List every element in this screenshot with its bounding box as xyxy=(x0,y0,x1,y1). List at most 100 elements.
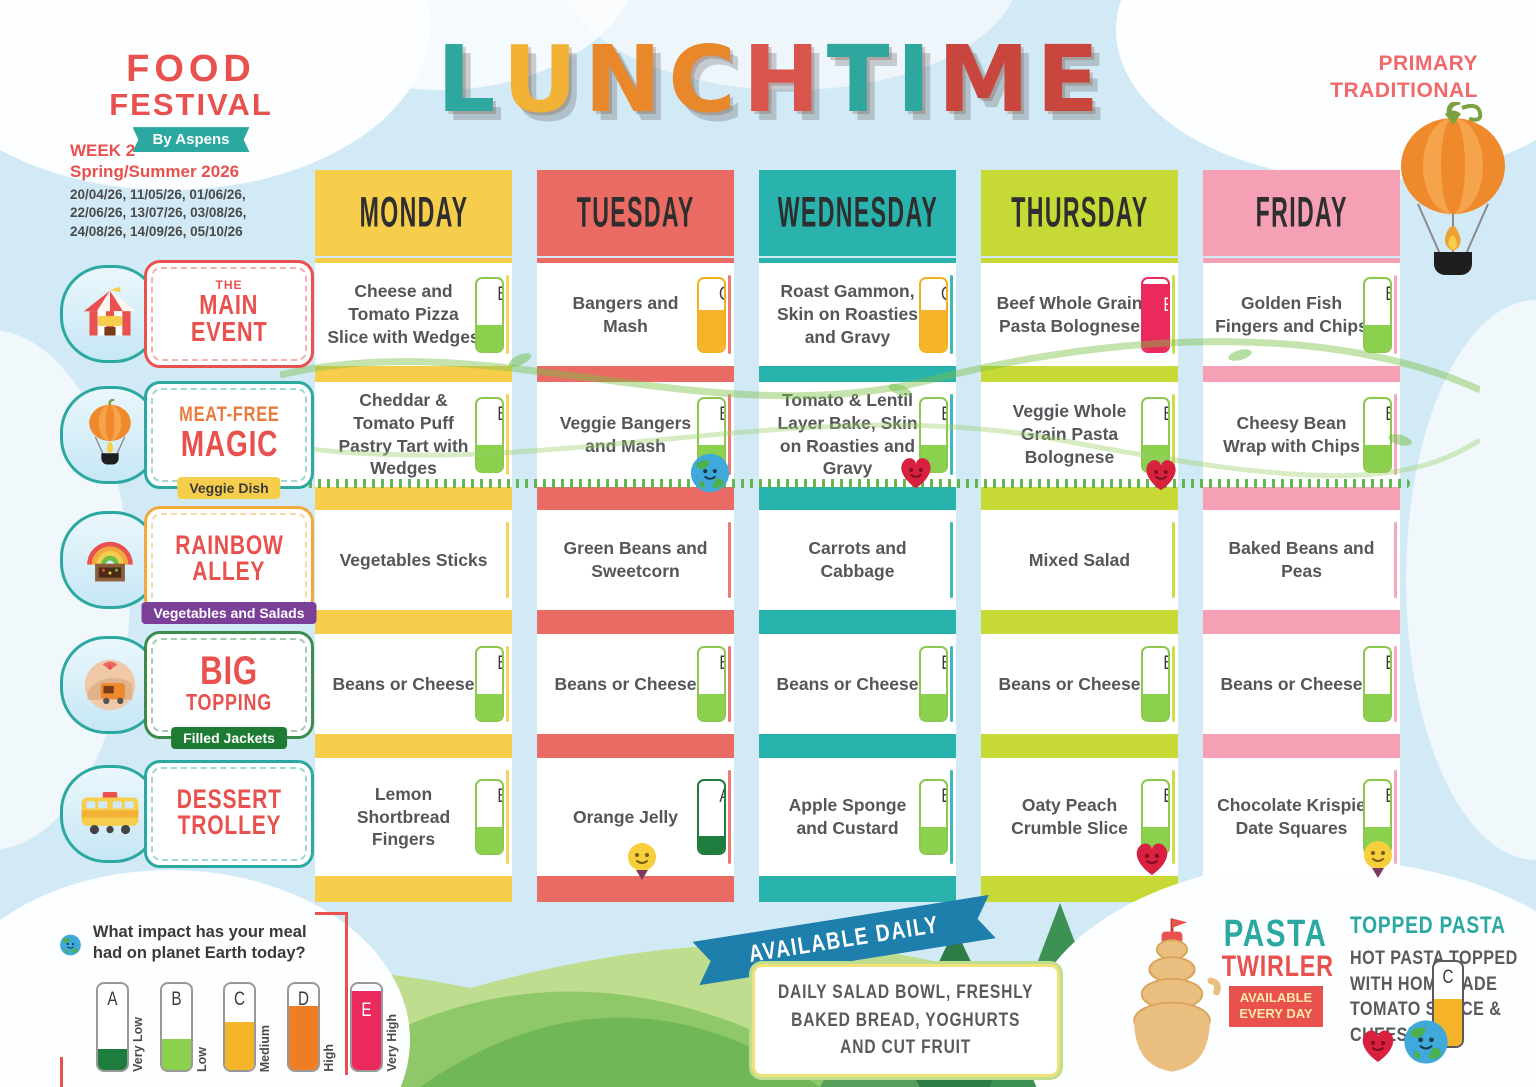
column-accent-line xyxy=(506,646,509,722)
pasta-name-line1: PASTA xyxy=(1224,913,1328,955)
category-dessert-trolley: DESSERT TROLLEY xyxy=(60,752,314,876)
category-title-line1: RAINBOW xyxy=(174,529,284,560)
column-accent-line xyxy=(728,394,731,475)
week-label: WEEK 2 xyxy=(70,141,136,160)
topped-pasta-heading: TOPPED PASTA xyxy=(1350,912,1506,939)
legend-item-label: Very High xyxy=(385,1014,399,1072)
available-daily-box: DAILY SALAD BOWL, FRESHLY BAKED BREAD, Y… xyxy=(752,964,1060,1077)
legend-bracket-decoration xyxy=(315,912,348,1075)
category-pre-title: THE xyxy=(215,277,243,292)
available-daily-description: DAILY SALAD BOWL, FRESHLY BAKED BREAD, Y… xyxy=(778,982,1034,1059)
menu-cell: Oaty Peach Crumble Slice B xyxy=(981,758,1178,876)
menu-cell: Veggie Bangers and MashB xyxy=(537,382,734,487)
dish-name: Veggie Bangers and Mash xyxy=(559,412,692,456)
category-tag: Veggie Dish xyxy=(177,477,281,499)
column-accent-line xyxy=(728,770,731,864)
eco-grade-badge: B xyxy=(919,646,948,722)
eco-grade-badge: B xyxy=(475,646,504,722)
legend-question-row: What impact has your meal had on planet … xyxy=(58,922,326,968)
eco-grade-badge: B xyxy=(1363,276,1392,353)
dessert-tram-icon xyxy=(81,792,139,835)
beach-food-truck-icon xyxy=(84,659,136,711)
category-tag: Vegetables and Salads xyxy=(141,602,317,624)
menu-cell: Baked Beans and Peas xyxy=(1203,510,1400,610)
dish-name: Veggie Whole Grain Pasta Bolognese xyxy=(1012,401,1127,467)
heart-character-icon xyxy=(1362,1030,1394,1062)
sprout-border-decoration xyxy=(300,479,1410,488)
dish-name: Cheesy Bean Wrap with Chips xyxy=(1223,412,1360,456)
week-dates: 20/04/26, 11/05/26, 01/06/26, 22/06/26, … xyxy=(70,186,330,243)
pasta-twirler-name: PASTA TWIRLER AVAILABLE EVERY DAY xyxy=(1206,913,1346,1027)
week-dates-line: 24/08/26, 14/09/26, 05/10/26 xyxy=(70,224,243,240)
rainbow-stand-icon xyxy=(87,541,133,582)
earth-character-icon xyxy=(1404,1020,1448,1064)
eco-grade-badge: B xyxy=(1141,646,1170,722)
week-season: Spring/Summer 2026 xyxy=(70,162,240,182)
eco-grade-badge: B xyxy=(1141,779,1170,855)
column-accent-line xyxy=(1172,522,1175,598)
category-title-line2: TOPPING xyxy=(186,689,272,716)
dish-name: Baked Beans and Peas xyxy=(1228,538,1375,581)
eco-grade-badge: B xyxy=(475,396,504,473)
column-accent-line xyxy=(950,770,953,864)
legend-item-label: High xyxy=(321,1044,336,1072)
eco-grade-badge: B xyxy=(697,646,726,722)
menu-cell: Apple Sponge and Custard B xyxy=(759,758,956,876)
title-letter: I xyxy=(896,26,931,133)
menu-cell: Beef Whole Grain Pasta BologneseE xyxy=(981,263,1178,366)
dish-name: Mixed Salad xyxy=(1028,549,1131,570)
eco-grade-badge: B xyxy=(1363,396,1392,473)
eco-grade-badge: B xyxy=(1363,646,1392,722)
category-icon-capsule xyxy=(60,765,160,863)
column-accent-line xyxy=(1172,770,1175,864)
day-label: TUESDAY xyxy=(576,188,695,237)
menu-cell: Chocolate Krispie Date SquaresB xyxy=(1203,758,1400,876)
dish-name: Beans or Cheese xyxy=(776,673,919,694)
dish-name: Green Beans and Sweetcorn xyxy=(563,538,708,581)
pasta-name-line2: TWIRLER xyxy=(1221,950,1334,984)
category-title-line2: EVENT xyxy=(190,316,268,347)
eco-grade-badge: B xyxy=(919,396,948,473)
heart-character-icon xyxy=(901,458,931,489)
eco-grade-badge: E xyxy=(350,982,383,1072)
day-label: MONDAY xyxy=(359,188,468,237)
legend-item-label: Low xyxy=(194,1047,209,1072)
menu-cell: Roast Gammon, Skin on Roasties and Gravy… xyxy=(759,263,956,366)
legend-bracket-decoration xyxy=(60,1057,93,1087)
day-label: FRIDAY xyxy=(1255,188,1348,237)
available-every-day-tag: AVAILABLE EVERY DAY xyxy=(1229,986,1323,1027)
legend-item: C Medium xyxy=(223,982,272,1072)
sun-character-icon xyxy=(628,843,656,880)
page-title: L U N C H T I M E xyxy=(437,34,1099,126)
week-dates-line: 20/04/26, 11/05/26, 01/06/26, xyxy=(70,186,246,202)
column-accent-line xyxy=(506,394,509,475)
category-title-line1: DESSERT xyxy=(176,783,282,814)
sun-character-icon xyxy=(1364,841,1392,878)
dish-name: Tomato & Lentil Layer Bake, Skin on Roas… xyxy=(777,390,918,479)
column-accent-line xyxy=(506,770,509,864)
menu-cell: Veggie Whole Grain Pasta BologneseB xyxy=(981,382,1178,487)
category-icon-capsule xyxy=(60,265,160,363)
eco-grade-badge: B xyxy=(475,276,504,353)
day-label: THURSDAY xyxy=(1010,188,1149,237)
column-accent-line xyxy=(1172,646,1175,722)
cloud-decoration xyxy=(1406,300,1536,860)
menu-type: PRIMARY TRADITIONAL xyxy=(1330,50,1478,105)
eco-grade-badge: A xyxy=(697,779,726,855)
category-main-event: THE MAIN EVENT xyxy=(60,260,314,368)
brand-name-line1: FOOD xyxy=(126,48,256,90)
menu-cell: Green Beans and Sweetcorn xyxy=(537,510,734,610)
eco-grade-badge: B xyxy=(475,779,504,855)
menu-cell: Bangers and Mash C xyxy=(537,263,734,366)
menu-type-line1: PRIMARY xyxy=(1378,52,1478,75)
earth-character-icon xyxy=(690,453,730,493)
category-frame: THE MAIN EVENT xyxy=(144,260,314,368)
legend-item-label: Medium xyxy=(258,1024,272,1072)
legend-item: D High xyxy=(286,982,336,1072)
menu-cell: Cheesy Bean Wrap with ChipsB xyxy=(1203,382,1400,487)
category-title-line2: ALLEY xyxy=(192,556,266,586)
